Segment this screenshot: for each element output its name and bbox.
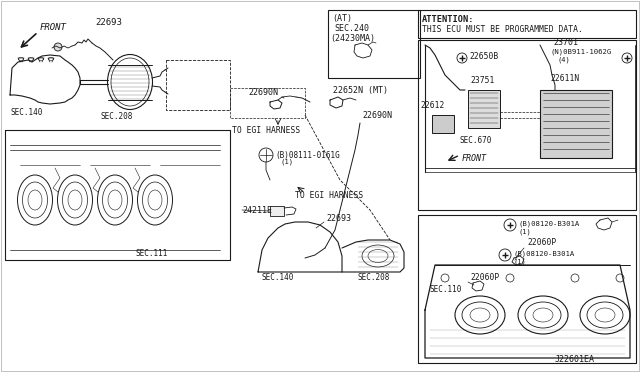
Text: TO EGI HARNESS: TO EGI HARNESS <box>232 125 300 135</box>
Bar <box>418 10 636 38</box>
Text: 22650B: 22650B <box>469 51 499 61</box>
Text: (N)0B911-1062G: (N)0B911-1062G <box>551 49 612 55</box>
Text: (1): (1) <box>281 159 294 165</box>
Text: 22690N: 22690N <box>248 87 278 96</box>
Text: (B)08111-0161G: (B)08111-0161G <box>275 151 340 160</box>
Text: 23701: 23701 <box>553 38 578 46</box>
Text: (24230MA): (24230MA) <box>330 33 375 42</box>
Text: (B)08120-B301A: (B)08120-B301A <box>519 221 580 227</box>
Text: (B)08120-B301A: (B)08120-B301A <box>514 251 575 257</box>
Bar <box>418 40 636 210</box>
Text: 22693: 22693 <box>95 17 122 26</box>
Text: 23751: 23751 <box>470 76 494 84</box>
Text: (4): (4) <box>558 57 571 63</box>
Bar <box>468 90 500 128</box>
Text: SEC.111: SEC.111 <box>135 248 168 257</box>
Text: SEC.240: SEC.240 <box>334 23 369 32</box>
Bar <box>418 215 636 363</box>
Text: SEC.140: SEC.140 <box>10 108 42 116</box>
Bar <box>540 90 612 158</box>
Text: J22601EA: J22601EA <box>555 356 595 365</box>
Text: 22690N: 22690N <box>362 110 392 119</box>
Text: SEC.208: SEC.208 <box>100 112 132 121</box>
Text: 22060P: 22060P <box>527 237 556 247</box>
Text: (1): (1) <box>514 259 527 265</box>
Text: SEC.140: SEC.140 <box>262 273 294 282</box>
Text: 22652N (MT): 22652N (MT) <box>333 86 388 94</box>
Text: FRONT: FRONT <box>40 22 67 32</box>
Text: 22612: 22612 <box>420 100 444 109</box>
Bar <box>328 10 420 78</box>
Text: 22693: 22693 <box>326 214 351 222</box>
Text: SEC.110: SEC.110 <box>430 285 462 295</box>
Text: 22060P: 22060P <box>470 273 499 282</box>
Text: (AT): (AT) <box>332 13 352 22</box>
Bar <box>270 206 284 216</box>
Text: SEC.670: SEC.670 <box>460 135 492 144</box>
Text: THIS ECU MUST BE PROGRAMMED DATA.: THIS ECU MUST BE PROGRAMMED DATA. <box>422 25 583 33</box>
Bar <box>432 115 454 133</box>
Text: ATTENTION:: ATTENTION: <box>422 15 474 23</box>
Text: SEC.208: SEC.208 <box>358 273 390 282</box>
Text: 22611N: 22611N <box>550 74 579 83</box>
Text: 24211E: 24211E <box>242 205 272 215</box>
Text: (1): (1) <box>519 229 532 235</box>
Circle shape <box>54 43 62 51</box>
Text: TO EGI HARNESS: TO EGI HARNESS <box>295 190 364 199</box>
Text: FRONT: FRONT <box>462 154 487 163</box>
